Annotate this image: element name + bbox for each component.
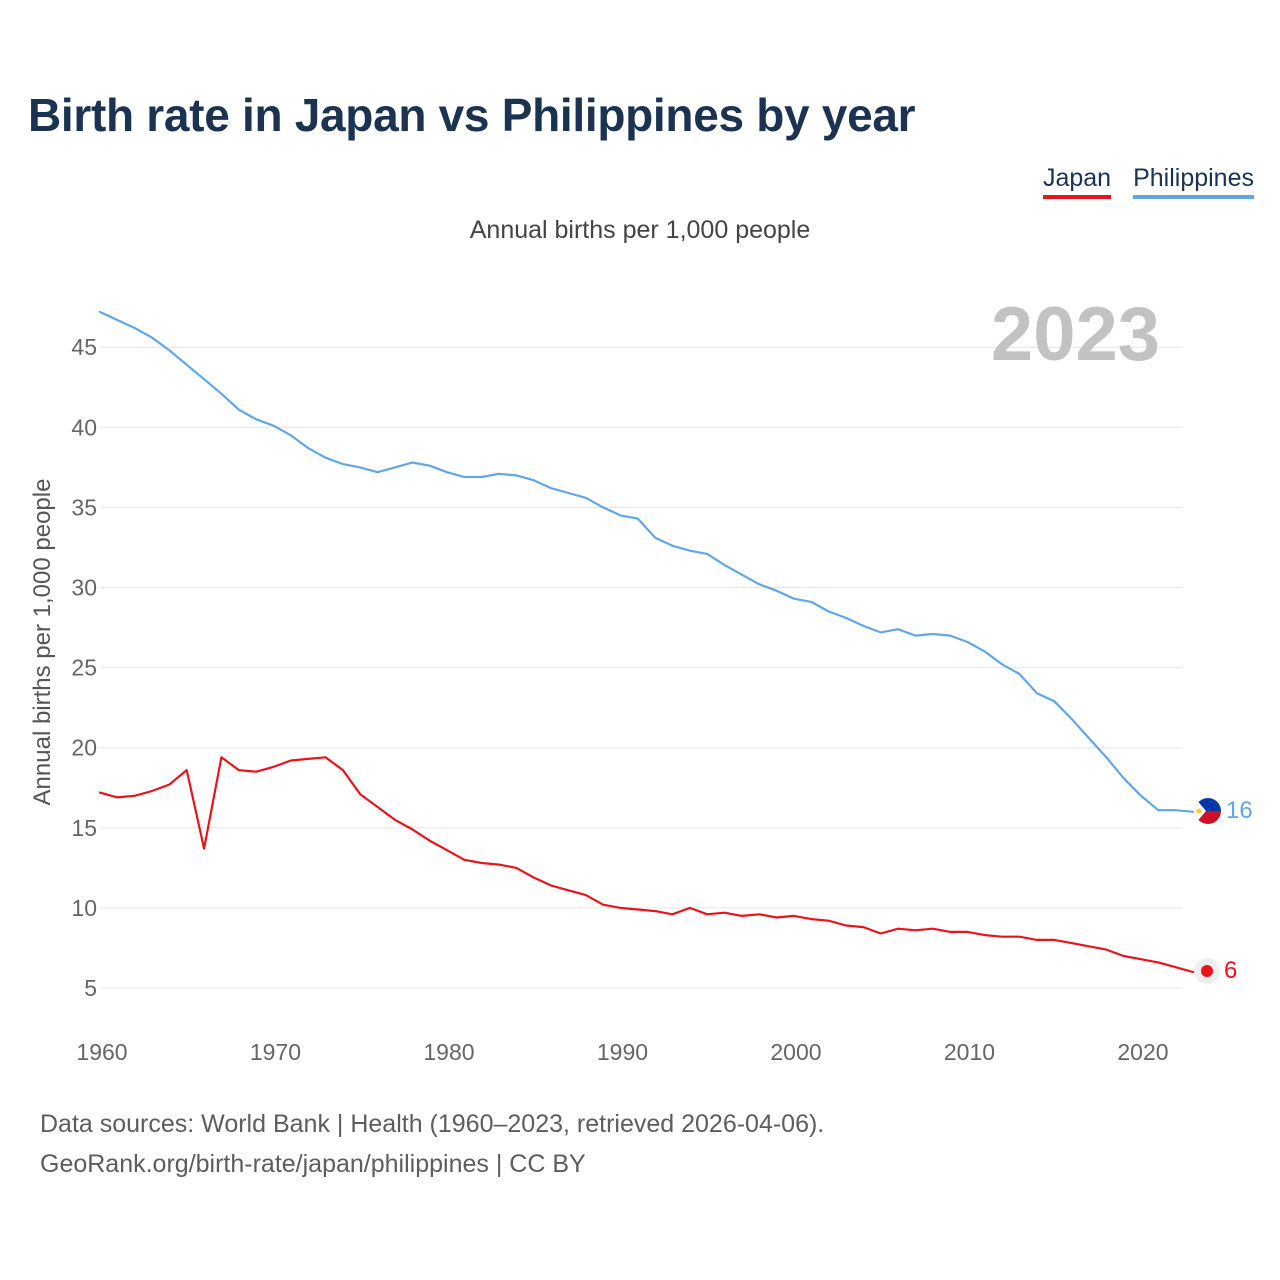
y-tick-label: 15	[71, 815, 97, 841]
chart-subtitle: Annual births per 1,000 people	[469, 216, 811, 244]
philippines-flag-icon	[1195, 798, 1221, 824]
chart-title: Birth rate in Japan vs Philippines by ye…	[28, 89, 916, 141]
legend-item-japan[interactable]: Japan	[1042, 164, 1112, 199]
x-tick-label: 1960	[76, 1039, 127, 1065]
y-tick-label: 35	[71, 494, 97, 520]
credit-link[interactable]: GeoRank.org/birth-rate/japan/philippines…	[40, 1150, 586, 1178]
y-tick-label: 40	[71, 414, 97, 440]
y-tick-label: 5	[84, 975, 97, 1001]
footer: Data sources: World Bank | Health (1960–…	[40, 1104, 824, 1184]
japan-end-label: 6	[1224, 957, 1237, 984]
y-tick-label: 10	[71, 895, 97, 921]
x-tick-label: 1970	[250, 1039, 301, 1065]
y-axis-label: Annual births per 1,000 people	[29, 479, 56, 806]
y-tick-label: 30	[71, 575, 97, 601]
legend: Japan Philippines	[1042, 164, 1254, 199]
x-tick-label: 2010	[944, 1039, 995, 1065]
philippines-end-label: 16	[1226, 797, 1253, 824]
x-tick-label: 1980	[423, 1039, 474, 1065]
series-line-japan	[98, 756, 1195, 974]
y-tick-label: 25	[71, 655, 97, 681]
year-watermark: 2023	[991, 292, 1160, 377]
y-tick-label: 20	[71, 735, 97, 761]
japan-flag-icon	[1194, 958, 1220, 984]
series-line-philippines	[98, 310, 1195, 813]
y-tick-label: 45	[71, 334, 97, 360]
x-tick-label: 2000	[770, 1039, 821, 1065]
data-source: Data sources: World Bank | Health (1960–…	[40, 1110, 825, 1138]
legend-item-philippines[interactable]: Philippines	[1133, 164, 1254, 199]
x-tick-label: 2020	[1117, 1039, 1168, 1065]
x-tick-label: 1990	[597, 1039, 648, 1065]
